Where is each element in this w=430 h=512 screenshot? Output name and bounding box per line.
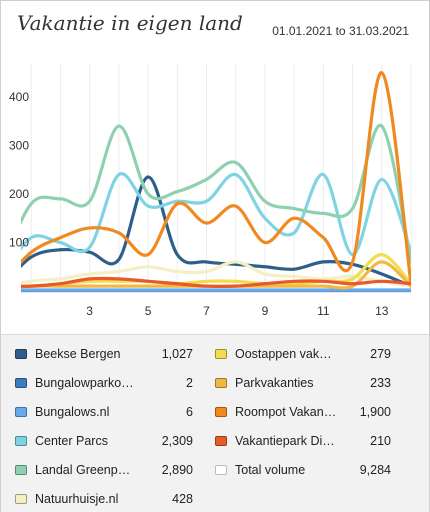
legend-value: 233 — [370, 376, 391, 390]
series-line-natuurhuisje-nl — [21, 260, 411, 288]
date-range: 01.01.2021 to 31.03.2021 — [272, 24, 409, 38]
legend-value: 1,027 — [161, 347, 193, 361]
legend: Beekse Bergen 1,027 Bungalowparko… 2 Bungalo… — [1, 334, 429, 512]
card-header: Vakantie in eigen land 01.01.2021 to 31.… — [1, 1, 429, 51]
legend-value: 210 — [370, 434, 391, 448]
line-chart-area: 3 5 7 9 11 13 100 200 300 400 — [1, 53, 429, 338]
series-line-landal-greenp — [21, 124, 411, 264]
legend-item[interactable]: Natuurhuisje.nl 428 — [15, 490, 193, 512]
legend-item[interactable]: Landal Greenp… 2,890 — [15, 461, 193, 483]
legend-label: Total volume — [235, 463, 306, 477]
x-tick-label: 9 — [262, 304, 269, 318]
legend-label: Vakantiepark Di… — [235, 434, 335, 448]
legend-swatch — [15, 378, 27, 388]
series-line-vakantiepark-di — [21, 276, 411, 289]
legend-item[interactable]: Bungalows.nl 6 — [15, 403, 193, 425]
legend-label: Landal Greenp… — [35, 463, 131, 477]
x-tick-label: 7 — [203, 304, 210, 318]
x-tick-label: 13 — [375, 304, 389, 318]
legend-item[interactable]: Bungalowparko… 2 — [15, 374, 193, 396]
legend-swatch — [15, 465, 27, 475]
series-line-roompot-vakan — [21, 71, 411, 286]
legend-value: 1,900 — [359, 405, 391, 419]
x-tick-label: 11 — [317, 304, 330, 318]
legend-swatch — [215, 349, 227, 359]
legend-item[interactable]: Roompot Vakan… 1,900 — [215, 403, 391, 425]
series-line-beekse-bergen — [21, 175, 411, 288]
legend-value: 279 — [370, 347, 391, 361]
chart-title: Vakantie in eigen land — [17, 11, 243, 35]
legend-value: 9,284 — [359, 463, 391, 477]
line-chart: 3 5 7 9 11 13 100 200 300 400 — [9, 63, 412, 318]
legend-label: Natuurhuisje.nl — [35, 492, 119, 506]
legend-label: Oostappen vak… — [235, 347, 332, 361]
y-tick-label: 300 — [9, 138, 29, 152]
legend-value: 428 — [172, 492, 193, 506]
legend-swatch — [15, 436, 27, 446]
legend-item[interactable]: Oostappen vak… 279 — [215, 345, 391, 367]
legend-value: 2,890 — [161, 463, 193, 477]
legend-label: Bungalows.nl — [35, 405, 110, 419]
legend-swatch — [15, 349, 27, 359]
legend-item[interactable]: Vakantiepark Di… 210 — [215, 432, 391, 454]
x-tick-label: 3 — [86, 304, 93, 318]
legend-item[interactable]: Total volume 9,284 — [215, 461, 391, 483]
legend-item[interactable]: Center Parcs 2,309 — [15, 432, 193, 454]
legend-value: 2,309 — [161, 434, 193, 448]
legend-item[interactable]: Beekse Bergen 1,027 — [15, 345, 193, 367]
legend-swatch — [15, 494, 27, 504]
legend-value: 2 — [186, 376, 193, 390]
legend-swatch — [215, 465, 227, 475]
y-tick-label: 400 — [9, 90, 29, 104]
legend-item[interactable]: Parkvakanties 233 — [215, 374, 391, 396]
legend-label: Beekse Bergen — [35, 347, 121, 361]
legend-label: Bungalowparko… — [35, 376, 134, 390]
y-tick-label: 100 — [9, 235, 29, 249]
legend-label: Center Parcs — [35, 434, 108, 448]
y-tick-label: 200 — [9, 187, 29, 201]
legend-value: 6 — [186, 405, 193, 419]
legend-swatch — [15, 407, 27, 417]
legend-swatch — [215, 436, 227, 446]
legend-swatch — [215, 378, 227, 388]
legend-label: Roompot Vakan… — [235, 405, 337, 419]
legend-swatch — [215, 407, 227, 417]
x-tick-label: 5 — [145, 304, 152, 318]
legend-label: Parkvakanties — [235, 376, 314, 390]
series-line-center-parcs — [21, 172, 411, 257]
